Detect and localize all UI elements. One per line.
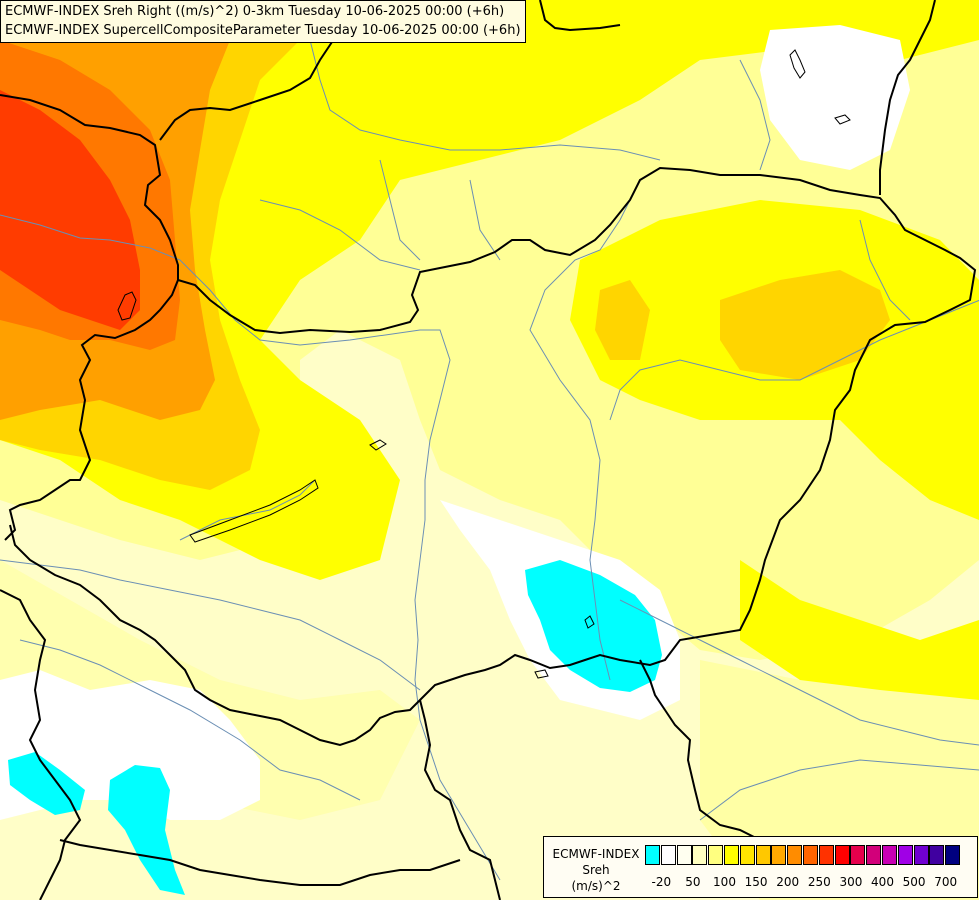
contour-cyan <box>8 560 662 895</box>
legend-unit: (m/s)^2 <box>571 879 621 893</box>
legend-variable: Sreh <box>582 863 610 877</box>
legend-swatch <box>850 845 866 865</box>
legend-swatch <box>945 845 961 865</box>
legend-swatch <box>771 845 787 865</box>
legend-swatch <box>660 845 676 865</box>
legend-label: ECMWF-INDEX Sreh (m/s)^2 <box>550 846 642 894</box>
color-legend: ECMWF-INDEX Sreh (m/s)^2 -20 50 100 150 200 2… <box>543 836 978 898</box>
legend-tick-label: 150 <box>744 875 768 889</box>
legend-tick-label: 700 <box>934 875 958 889</box>
legend-ticks: -20 50 100 150 200 250 300 400 500 700 <box>645 875 975 891</box>
legend-swatch <box>929 845 945 865</box>
legend-swatch <box>676 845 692 865</box>
legend-swatch <box>866 845 882 865</box>
legend-swatch <box>739 845 755 865</box>
legend-tick-label: 300 <box>839 875 863 889</box>
title-line-2: ECMWF-INDEX SupercellCompositeParameter … <box>5 23 521 38</box>
legend-swatch <box>818 845 834 865</box>
legend-swatch <box>645 845 660 865</box>
legend-swatch <box>881 845 897 865</box>
legend-swatches <box>645 845 961 865</box>
legend-swatch <box>834 845 850 865</box>
rivers <box>0 0 979 881</box>
legend-swatch <box>692 845 708 865</box>
legend-swatch <box>755 845 771 865</box>
legend-swatch <box>802 845 818 865</box>
legend-swatch <box>897 845 913 865</box>
legend-tick-label: 500 <box>902 875 926 889</box>
legend-tick-label: 100 <box>713 875 736 889</box>
legend-swatch <box>787 845 803 865</box>
legend-tick-label: 50 <box>685 875 701 889</box>
map-title: ECMWF-INDEX Sreh Right ((m/s)^2) 0-3km T… <box>0 0 526 43</box>
legend-swatch <box>723 845 739 865</box>
legend-tick-label: 200 <box>776 875 800 889</box>
legend-tick-label: -20 <box>651 875 672 889</box>
legend-source: ECMWF-INDEX <box>552 847 640 861</box>
lakes <box>117 49 851 679</box>
title-line-1: ECMWF-INDEX Sreh Right ((m/s)^2) 0-3km T… <box>5 4 505 19</box>
contour-red <box>0 90 140 330</box>
legend-tick-label: 400 <box>871 875 894 889</box>
legend-swatch <box>708 845 724 865</box>
legend-swatch <box>913 845 929 865</box>
legend-tick-label: 250 <box>807 875 831 889</box>
